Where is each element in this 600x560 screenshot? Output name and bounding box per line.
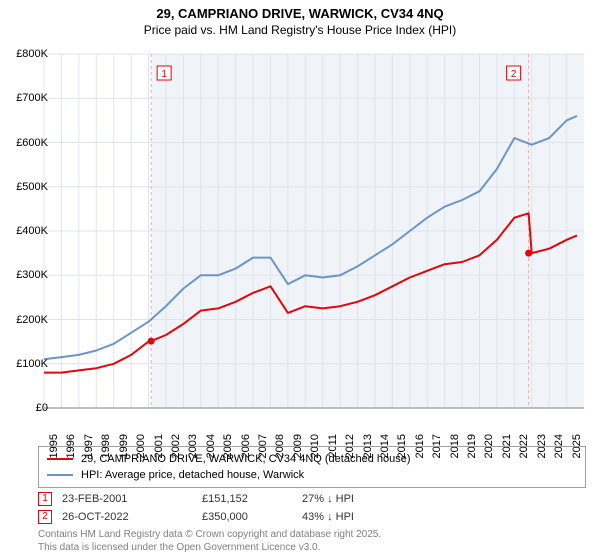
copyright-line1: Contains HM Land Registry data © Crown c… [38,529,381,540]
marker-row-price: £350,000 [202,511,302,523]
legend-swatch [47,474,73,476]
ytick-label: £0 [2,402,48,414]
ytick-label: £500K [2,181,48,193]
ytick-label: £800K [2,48,48,60]
marker-row: 1 23-FEB-2001£151,15227% ↓ HPI [38,490,422,508]
chart-container: 29, CAMPRIANO DRIVE, WARWICK, CV34 4NQ P… [0,0,600,560]
chart-title: 29, CAMPRIANO DRIVE, WARWICK, CV34 4NQ [0,6,600,21]
marker-row-date: 23-FEB-2001 [62,493,202,505]
legend-label: 29, CAMPRIANO DRIVE, WARWICK, CV34 4NQ (… [81,453,411,465]
marker-row-num: 2 [38,510,52,524]
legend-swatch [47,458,73,460]
ytick-label: £100K [2,358,48,370]
marker-row-date: 26-OCT-2022 [62,511,202,523]
ytick-label: £300K [2,269,48,281]
markers-table: 1 23-FEB-2001£151,15227% ↓ HPI 2 26-OCT-202… [38,490,422,526]
marker-row-price: £151,152 [202,493,302,505]
marker-row-hpi: 27% ↓ HPI [302,493,422,505]
marker-dot [148,338,155,345]
marker-dot [525,250,532,257]
marker-label-num: 1 [161,69,167,80]
legend-label: HPI: Average price, detached house, Warw… [81,469,304,481]
legend-row: 29, CAMPRIANO DRIVE, WARWICK, CV34 4NQ (… [47,451,577,467]
title-block: 29, CAMPRIANO DRIVE, WARWICK, CV34 4NQ P… [0,0,600,37]
copyright-line2: This data is licensed under the Open Gov… [38,542,320,553]
legend-row: HPI: Average price, detached house, Warw… [47,467,577,483]
copyright: Contains HM Land Registry data © Crown c… [38,528,381,554]
legend-box: 29, CAMPRIANO DRIVE, WARWICK, CV34 4NQ (… [38,446,586,488]
ytick-label: £600K [2,137,48,149]
chart-area: 12 £0£100K£200K£300K£400K£500K£600K£700K… [40,50,588,412]
marker-row-num: 1 [38,492,52,506]
chart-subtitle: Price paid vs. HM Land Registry's House … [0,23,600,37]
ytick-label: £200K [2,314,48,326]
marker-row-hpi: 43% ↓ HPI [302,511,422,523]
ytick-label: £400K [2,225,48,237]
marker-label-num: 2 [511,69,517,80]
marker-row: 2 26-OCT-2022£350,00043% ↓ HPI [38,508,422,526]
ytick-label: £700K [2,92,48,104]
chart-svg: 12 [40,50,588,412]
